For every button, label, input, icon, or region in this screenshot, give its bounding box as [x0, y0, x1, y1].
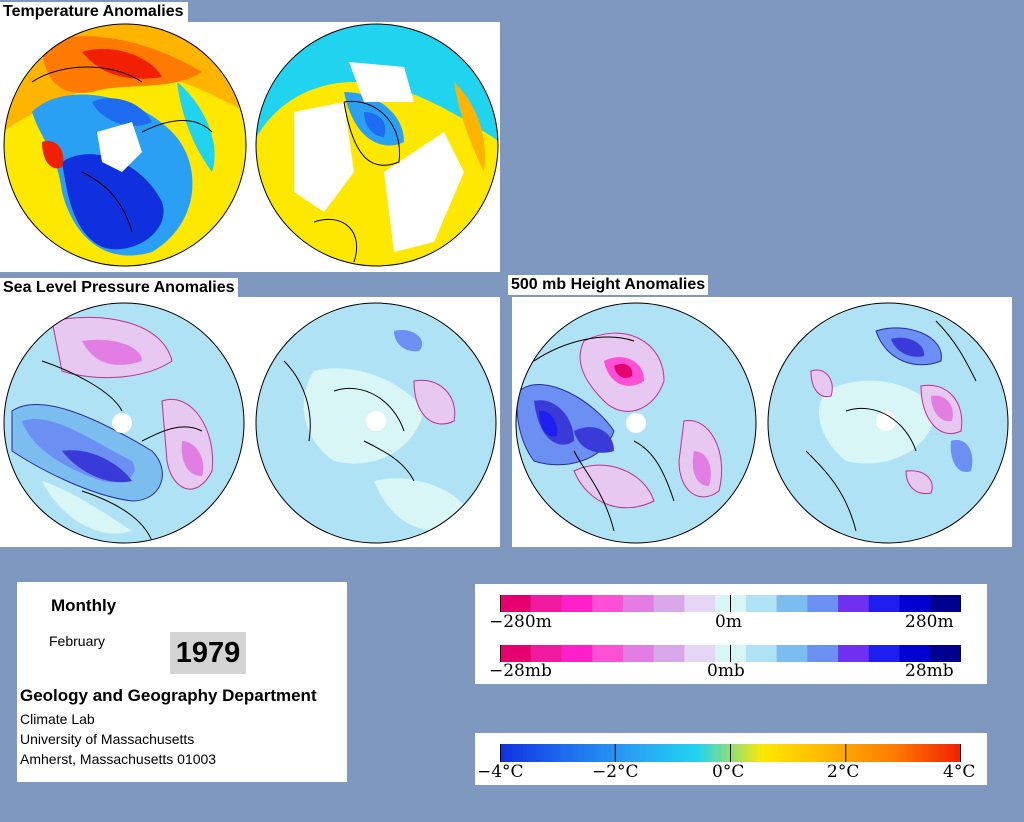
temperature-title: Temperature Anomalies: [0, 2, 188, 22]
height-colorbar-swatch-1: [530, 595, 562, 612]
height-colorbar-swatch-6: [684, 595, 716, 612]
height-colorbar-swatch-4: [622, 595, 655, 612]
pressure-colorbar-swatch-8: [745, 645, 778, 662]
temp-label-0: −4°C: [477, 762, 524, 782]
height-colorbar-swatch-8: [745, 595, 778, 612]
pressure-colorbar-swatch-1: [530, 645, 562, 662]
pressure-colorbar-swatch-2: [561, 645, 593, 662]
pressure-colorbar-swatch-6: [684, 645, 716, 662]
slp-title: Sea Level Pressure Anomalies: [0, 278, 238, 298]
month-label: February: [49, 633, 106, 649]
temp-label-4: 4°C: [943, 762, 976, 782]
department-name: Geology and Geography Department: [20, 686, 317, 705]
temp-label-3: 2°C: [827, 762, 860, 782]
height-colorbar-swatch-11: [838, 595, 870, 612]
pressure-colorbar-swatch-10: [807, 645, 839, 662]
temp-label-2: 0°C: [712, 762, 745, 782]
height-colorbar-swatch-5: [653, 595, 685, 612]
address: Amherst, Massachusetts 01003: [20, 751, 217, 767]
lab-name: Climate Lab: [20, 711, 95, 727]
info-box: Monthly February 1979 Geology and Geogra…: [17, 582, 347, 782]
pressure-colorbar-swatch-0: [500, 645, 532, 662]
temperature-legend: −4°C −2°C 0°C 2°C 4°C: [475, 733, 987, 785]
height-colorbar-swatch-2: [561, 595, 593, 612]
anomaly-legend: −280m 0m 280m −28mb 0mb 28mb: [475, 584, 987, 684]
height500-title: 500 mb Height Anomalies: [508, 275, 709, 295]
pressure-colorbar-swatch-4: [622, 645, 655, 662]
pressure-colorbar-swatch-12: [868, 645, 901, 662]
university-name: University of Massachusetts: [20, 731, 195, 747]
height500-map-south: [767, 302, 1009, 544]
pressure-label-max: 28mb: [905, 661, 954, 681]
pressure-colorbar-swatch-9: [776, 645, 808, 662]
slp-map-north: [3, 302, 245, 544]
pressure-colorbar-swatch-13: [899, 645, 931, 662]
temperature-map-south: [255, 23, 499, 267]
temperature-colorbar: [500, 744, 961, 762]
temp-label-1: −2°C: [592, 762, 639, 782]
height-colorbar-swatch-10: [807, 595, 839, 612]
height-colorbar-swatch-13: [899, 595, 931, 612]
height-label-max: 280m: [905, 612, 954, 632]
height-label-zero: 0m: [715, 612, 742, 632]
year-display: 1979: [170, 632, 246, 674]
temperature-map-north: [3, 23, 247, 267]
pressure-label-min: −28mb: [489, 661, 552, 681]
pressure-colorbar-swatch-11: [838, 645, 870, 662]
pressure-colorbar: [500, 645, 961, 662]
period-label: Monthly: [51, 596, 117, 615]
pressure-label-zero: 0mb: [707, 661, 745, 681]
height-label-min: −280m: [489, 612, 552, 632]
slp-map-south: [255, 302, 497, 544]
height-colorbar-swatch-12: [868, 595, 901, 612]
height-colorbar-swatch-14: [930, 595, 961, 612]
pressure-colorbar-swatch-3: [592, 645, 624, 662]
height-colorbar-swatch-3: [592, 595, 624, 612]
height-colorbar-swatch-9: [776, 595, 808, 612]
height500-map-north: [515, 302, 757, 544]
pressure-colorbar-swatch-14: [930, 645, 961, 662]
height-colorbar: [500, 595, 961, 612]
pressure-colorbar-swatch-5: [653, 645, 685, 662]
height-colorbar-swatch-0: [500, 595, 532, 612]
